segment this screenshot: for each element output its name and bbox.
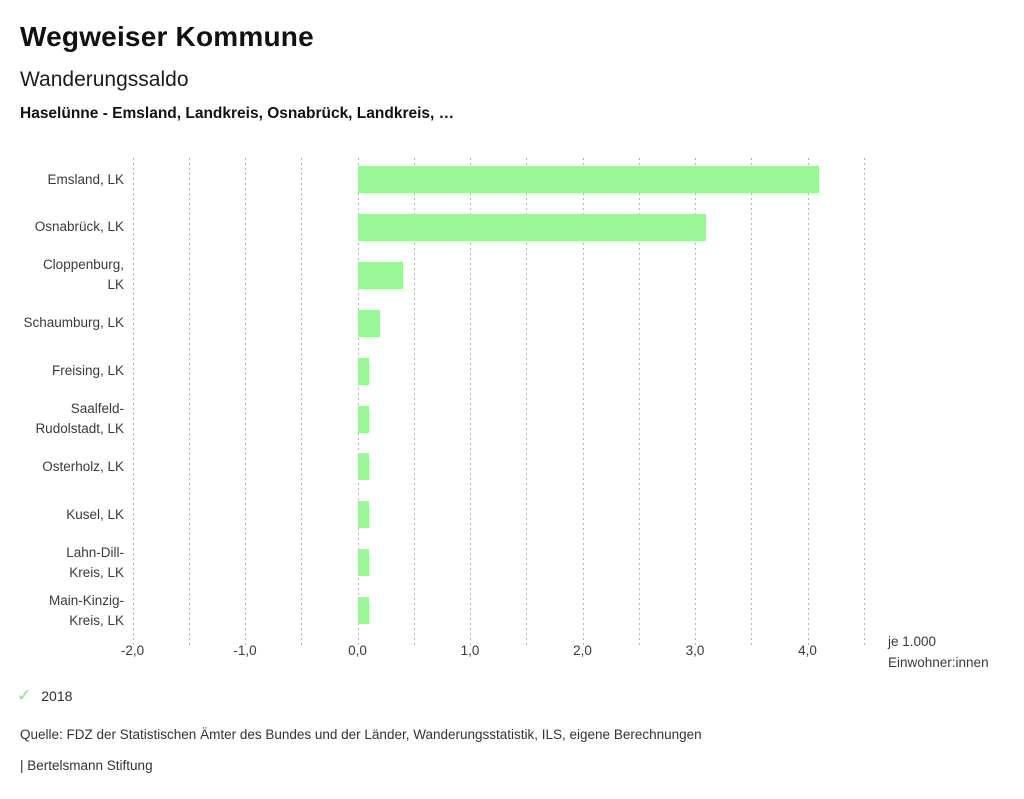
x-tick-label-2,0: 2,0	[573, 643, 592, 658]
gridline	[526, 158, 528, 645]
bar-saalfeld-rudolstadt-lk[interactable]	[357, 405, 369, 433]
gridline	[301, 158, 303, 645]
category-label-osterholz-lk: Osterholz, LK	[42, 458, 124, 474]
gridline	[751, 158, 753, 645]
bar-main-kinzig-kreis-lk[interactable]	[357, 597, 369, 625]
chart-selection-subtitle: Haselünne - Emsland, Landkreis, Osnabrüc…	[20, 105, 455, 122]
gridline	[638, 158, 640, 645]
x-tick-label--1,0: -1,0	[233, 643, 257, 658]
category-label-lahn-dill-kreis-lk: Lahn-Dill- Kreis, LK	[66, 544, 124, 580]
category-label-saalfeld-rudolstadt-lk: Saalfeld- Rudolstadt, LK	[35, 401, 124, 436]
gridline	[582, 158, 584, 645]
category-label-schaumburg-lk: Schaumburg, LK	[23, 315, 124, 331]
category-label-kusel-lk: Kusel, LK	[66, 506, 124, 522]
legend-year-toggle[interactable]: ✓ 2018	[17, 687, 72, 704]
gridline	[245, 158, 246, 645]
category-label-emsland-lk: Emsland, LK	[47, 171, 124, 187]
bar-schaumburg-lk[interactable]	[357, 309, 380, 337]
gridline	[695, 158, 696, 645]
chart-title: Wanderungssaldo	[20, 68, 189, 91]
x-tick-label-3,0: 3,0	[685, 643, 705, 658]
x-tick-label-1,0: 1,0	[460, 643, 480, 658]
brand-text: | Bertelsmann Stiftung	[20, 758, 153, 773]
gridline	[357, 158, 359, 645]
checkmark-icon: ✓	[17, 686, 32, 705]
legend-year-label: 2018	[41, 687, 73, 704]
x-tick-label-4,0: 4,0	[798, 643, 817, 658]
source-text: Quelle: FDZ der Statistischen Ämter des …	[20, 727, 702, 742]
x-tick-label--2,0: -2,0	[120, 643, 145, 658]
bar-lahn-dill-kreis-lk[interactable]	[357, 549, 369, 577]
bar-freising-lk[interactable]	[357, 357, 369, 385]
bar-osterholz-lk[interactable]	[357, 453, 369, 481]
category-label-main-kinzig-kreis-lk: Main-Kinzig- Kreis, LK	[48, 592, 124, 628]
bar-emsland-lk[interactable]	[357, 166, 819, 193]
bar-kusel-lk[interactable]	[357, 501, 369, 529]
gridline	[413, 158, 415, 645]
gridline	[807, 158, 809, 645]
category-label-freising-lk: Freising, LK	[51, 363, 124, 379]
category-label-cloppenburg-lk: Cloppenburg, LK	[42, 257, 124, 293]
gridline	[132, 158, 134, 645]
category-label-osnabrück-lk: Osnabrück, LK	[34, 219, 124, 235]
gridline	[470, 158, 471, 645]
app-title: Wegweiser Kommune	[20, 21, 314, 52]
bar-cloppenburg-lk[interactable]	[357, 261, 403, 289]
x-tick-label-0,0: 0,0	[348, 643, 367, 658]
axis-unit-label: je 1.000 Einwohner:innen	[888, 634, 989, 670]
bar-osnabrück-lk[interactable]	[357, 213, 707, 241]
gridline	[863, 158, 865, 645]
gridline	[188, 158, 190, 645]
